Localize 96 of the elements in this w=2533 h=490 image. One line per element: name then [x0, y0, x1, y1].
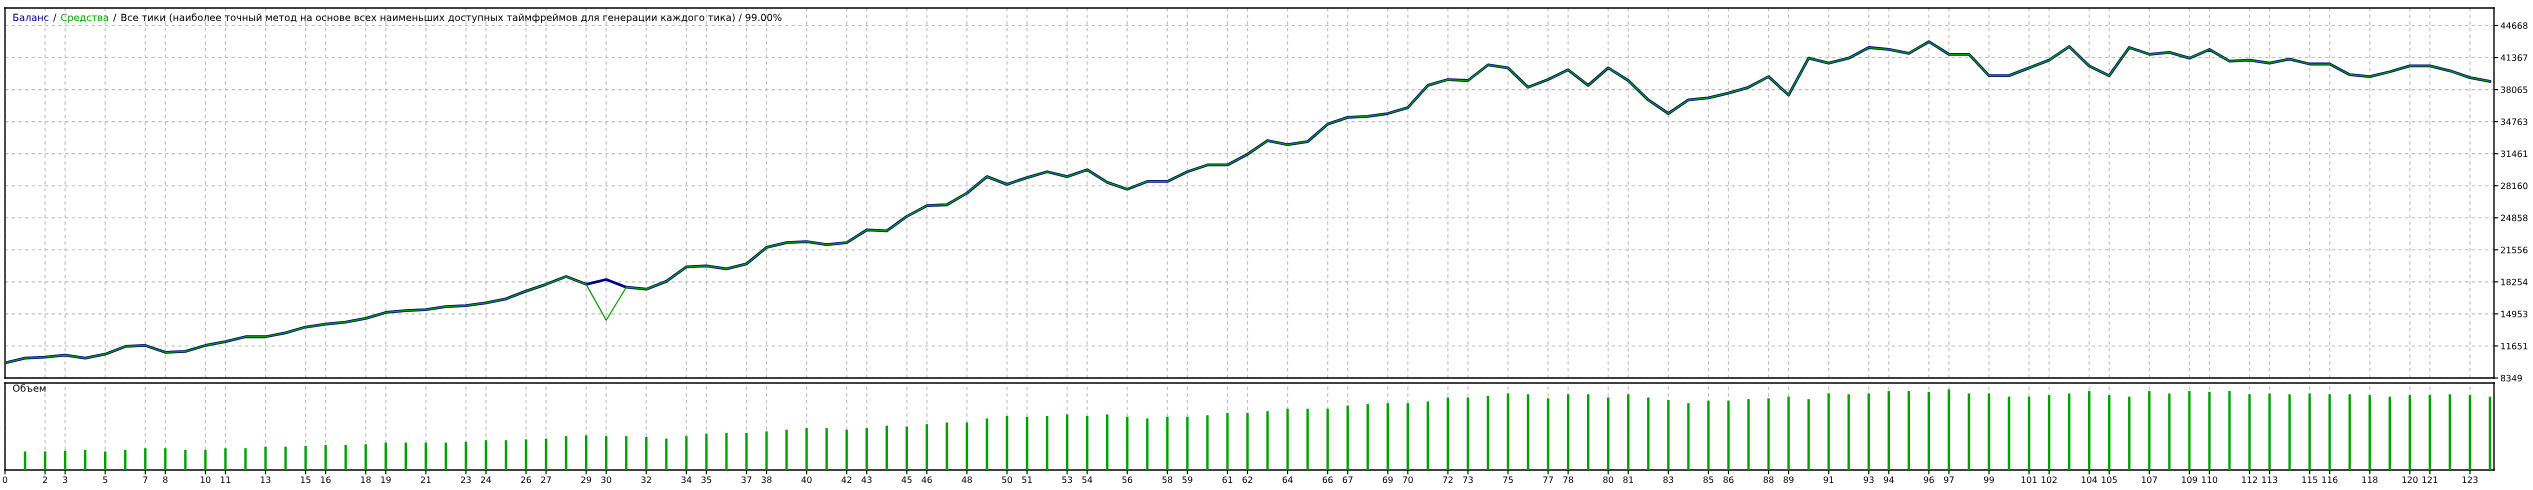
- x-tick-label: 0: [2, 476, 8, 484]
- x-tick-label: 34: [681, 476, 692, 484]
- text: Баланс: [13, 13, 49, 22]
- x-tick-label: 30: [601, 476, 612, 484]
- x-tick-label: 121: [2422, 476, 2438, 483]
- x-tick-label: 89: [1783, 476, 1794, 484]
- x-tick-label: 61: [1222, 476, 1233, 484]
- y-tick-label: 24858: [2500, 214, 2528, 222]
- x-tick-label: 32: [641, 476, 651, 484]
- x-tick-label: 50: [1002, 476, 1012, 484]
- x-tick-label: 83: [1663, 476, 1674, 484]
- x-tick-label: 99: [1983, 476, 1994, 484]
- x-tick-label: 43: [861, 476, 872, 484]
- x-tick-label: 62: [1242, 476, 1253, 484]
- annotation: /: [53, 13, 57, 22]
- x-tick-label: 113: [2262, 476, 2278, 484]
- text: Средства: [61, 13, 109, 23]
- x-tick-label: 2: [42, 476, 47, 483]
- y-tick-label: 38065: [2500, 86, 2528, 94]
- x-tick-label: 72: [1443, 476, 1453, 483]
- x-tick-label: 10: [200, 476, 211, 484]
- x-tick-label: 5: [103, 476, 108, 484]
- x-tick-label: 45: [901, 476, 912, 484]
- x-tick-label: 96: [1923, 476, 1934, 484]
- x-tick-label: 105: [2101, 476, 2117, 484]
- x-tick-label: 8: [163, 476, 168, 484]
- x-tick-label: 51: [1022, 476, 1032, 484]
- x-tick-label: 27: [541, 476, 551, 483]
- x-tick-label: 64: [1282, 476, 1293, 484]
- x-tick-label: 94: [1883, 476, 1894, 484]
- x-tick-label: 102: [2041, 476, 2057, 484]
- x-tick-label: 85: [1703, 476, 1714, 484]
- x-tick-label: 37: [741, 476, 752, 484]
- x-tick-label: 15: [301, 476, 311, 484]
- x-tick-label: 86: [1723, 476, 1734, 484]
- x-tick-label: 16: [321, 476, 331, 484]
- y-tick-label: 41367: [2500, 54, 2528, 61]
- x-tick-label: 53: [1062, 476, 1072, 484]
- x-tick-label: 11: [220, 476, 231, 483]
- x-tick-label: 38: [761, 476, 772, 484]
- y-tick-label: 31461: [2500, 150, 2528, 158]
- x-tick-label: 19: [381, 476, 391, 484]
- x-tick-label: 42: [841, 476, 852, 483]
- x-tick-label: 35: [701, 476, 712, 484]
- x-tick-label: 88: [1763, 476, 1774, 484]
- x-tick-label: 67: [1342, 476, 1353, 484]
- x-tick-label: 3: [63, 476, 68, 484]
- x-tick-label: 116: [2322, 476, 2338, 484]
- x-tick-label: 21: [420, 476, 431, 483]
- x-tick-label: 7: [143, 476, 148, 483]
- y-tick-label: 21556: [2500, 246, 2528, 254]
- text: Все тики (наиболее точный метод на основе всех наименьших доступных таймфреймов для генерации каждого тика) / 99.00%: [121, 13, 782, 23]
- x-tick-label: 66: [1322, 476, 1333, 484]
- x-tick-label: 112: [2242, 476, 2257, 483]
- x-tick-label: 26: [521, 476, 532, 484]
- x-tick-label: 75: [1503, 476, 1513, 484]
- x-tick-label: 110: [2202, 476, 2218, 484]
- x-tick-label: 81: [1623, 476, 1634, 484]
- x-tick-label: 59: [1182, 476, 1193, 484]
- x-tick-label: 13: [260, 476, 271, 484]
- x-tick-label: 123: [2462, 476, 2478, 484]
- y-tick-label: 18254: [2501, 278, 2528, 286]
- x-tick-label: 40: [801, 476, 812, 484]
- x-tick-label: 97: [1943, 476, 1954, 484]
- y-tick-label: 8349: [2500, 374, 2522, 382]
- x-tick-label: 24: [481, 476, 492, 483]
- y-tick-label: 14953: [2501, 310, 2528, 318]
- x-tick-label: 115: [2302, 476, 2318, 484]
- x-tick-label: 101: [2021, 476, 2037, 484]
- y-tick-label: 34763: [2500, 118, 2528, 126]
- x-tick-label: 73: [1463, 476, 1473, 484]
- x-tick-label: 80: [1603, 476, 1614, 484]
- x-tick-label: 70: [1402, 476, 1413, 484]
- x-tick-label: 56: [1122, 476, 1133, 484]
- x-tick-label: 77: [1543, 476, 1553, 483]
- y-tick-label: 28160: [2500, 182, 2528, 190]
- x-tick-label: 120: [2402, 476, 2418, 484]
- x-tick-label: 91: [1823, 476, 1834, 484]
- x-tick-label: 109: [2182, 476, 2198, 484]
- chart-title: Объем: [13, 384, 46, 392]
- y-tick-label: 11651: [2501, 342, 2528, 350]
- x-tick-label: 46: [921, 476, 932, 484]
- x-tick-label: 78: [1563, 476, 1574, 484]
- x-tick-label: 104: [2081, 476, 2098, 484]
- x-tick-label: 54: [1082, 476, 1093, 484]
- x-tick-label: 18: [361, 476, 371, 484]
- x-tick-label: 48: [961, 476, 972, 484]
- x-tick-label: 118: [2362, 476, 2378, 484]
- y-tick-label: 44668: [2500, 22, 2528, 29]
- x-tick-label: 58: [1162, 476, 1173, 484]
- x-tick-label: 107: [2141, 476, 2157, 484]
- x-tick-label: 93: [1863, 476, 1874, 484]
- annotation: /: [113, 13, 117, 22]
- x-tick-label: 69: [1382, 476, 1393, 484]
- x-tick-label: 29: [581, 476, 592, 484]
- x-tick-label: 23: [461, 476, 471, 484]
